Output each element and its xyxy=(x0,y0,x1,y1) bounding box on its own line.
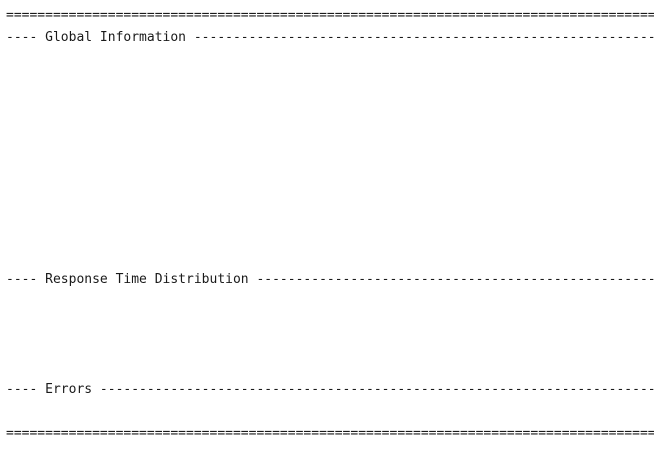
stat-row-50th-percentile: > response time 50th percentile 25116 (O… xyxy=(6,159,654,181)
distribution-row-800-to-1200: > 800 ms <= t < 1200 ms 58 ( 1%) xyxy=(6,313,654,335)
error-row: > status.find.in([200, 209], 304), found… xyxy=(6,401,654,423)
distribution-row-over-1200: > t ≥ 1200 ms 5609 ( 93%) xyxy=(6,335,654,357)
stat-row-mean-requests-per-sec: > mean requests/sec 57.143 (OK=54.286 KO… xyxy=(6,247,654,269)
section-header-errors: ---- Errors ----------------------------… xyxy=(6,382,654,397)
stat-row-std-deviation: > std deviation 10499 (OK=10519 KO=9671 … xyxy=(6,137,654,159)
stat-row-max-response-time: > max response time 42378 (OK=42378 KO=3… xyxy=(6,93,654,115)
stat-row-request-count: > request count 6000 (OK=5700 KO=300 ) xyxy=(6,49,654,71)
section-header-global-information: ---- Global Information ----------------… xyxy=(6,30,654,45)
stat-row-min-response-time: > min response time 3 (OK=299 KO=3 ) xyxy=(6,71,654,93)
top-separator: ========================================… xyxy=(6,8,654,23)
distribution-row-failed: > failed 300 ( 5%) xyxy=(6,357,654,379)
console-output: ========================================… xyxy=(6,5,654,445)
section-header-response-time-distribution: ---- Response Time Distribution --------… xyxy=(6,272,654,287)
stat-row-95th-percentile: > response time 95th percentile 38997 (O… xyxy=(6,203,654,225)
stat-row-mean-response-time: > mean response time 22898 (OK=23049 KO=… xyxy=(6,115,654,137)
distribution-row-under-800: > t < 800 ms 33 ( 1%) xyxy=(6,291,654,313)
stat-row-75th-percentile: > response time 75th percentile 30044 (O… xyxy=(6,181,654,203)
bottom-separator: ========================================… xyxy=(6,426,654,441)
stat-row-99th-percentile: > response time 99th percentile 41199 (O… xyxy=(6,225,654,247)
